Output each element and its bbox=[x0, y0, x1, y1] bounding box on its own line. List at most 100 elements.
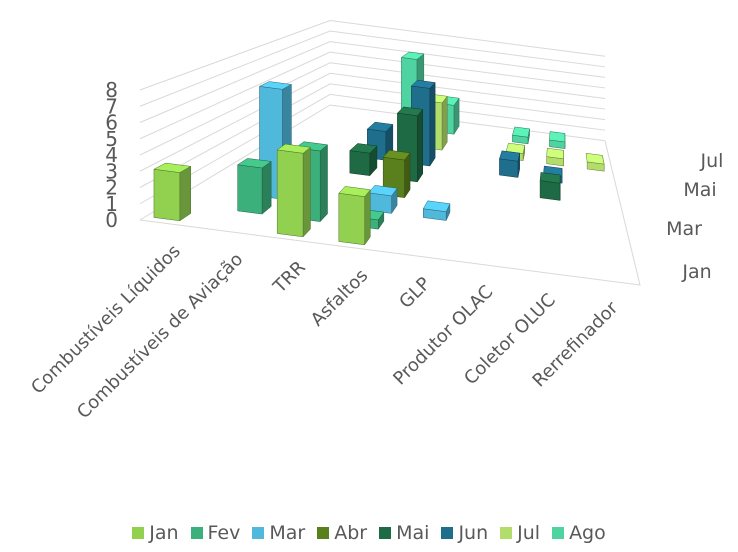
bar-front bbox=[499, 158, 519, 178]
bar-top bbox=[410, 79, 436, 89]
legend-swatch bbox=[379, 527, 392, 539]
depth-axis-label: Mai bbox=[683, 179, 716, 201]
legend-item-mai: Mai bbox=[379, 522, 429, 544]
bar-front bbox=[349, 150, 371, 176]
bar-jan-0 bbox=[153, 162, 192, 222]
bar-ago-5 bbox=[512, 126, 530, 145]
category-label: TRR bbox=[269, 257, 310, 298]
depth-axis-label: Jan bbox=[681, 261, 711, 283]
legend-item-mar: Mar bbox=[252, 522, 305, 544]
gridline bbox=[139, 104, 606, 221]
bar-ago-6 bbox=[549, 131, 566, 149]
bar-side bbox=[364, 188, 371, 246]
bar-top bbox=[400, 51, 425, 60]
legend-label: Mai bbox=[396, 522, 430, 544]
category-label: GLP bbox=[395, 273, 435, 313]
y-tick-label: 4 bbox=[105, 143, 118, 167]
y-tick-label: 8 bbox=[105, 78, 118, 102]
bar-side bbox=[404, 152, 411, 199]
legend-label: Jan bbox=[149, 522, 179, 544]
bar-top bbox=[396, 106, 424, 116]
legend-swatch bbox=[252, 527, 265, 539]
y-tick-label: 3 bbox=[105, 159, 118, 183]
legend-swatch bbox=[500, 527, 513, 539]
floor-edge bbox=[139, 140, 641, 286]
bar-top bbox=[512, 126, 530, 138]
bar-top bbox=[368, 185, 398, 197]
y-tick-label: 0 bbox=[105, 208, 118, 232]
legend-label: Mar bbox=[269, 522, 306, 544]
bar-side bbox=[302, 146, 311, 238]
legend-swatch bbox=[552, 527, 565, 539]
bar-top bbox=[549, 131, 566, 143]
bar-top bbox=[539, 172, 561, 184]
bar-top bbox=[585, 152, 605, 165]
legend-item-fev: Fev bbox=[190, 522, 241, 544]
bar-jul-7 bbox=[585, 152, 605, 172]
bar-mar-3 bbox=[368, 185, 398, 215]
legend-swatch bbox=[441, 527, 454, 539]
bar-mai-6 bbox=[539, 172, 561, 201]
bar-top bbox=[349, 143, 378, 154]
legend-swatch bbox=[317, 527, 330, 539]
bar-mar-4 bbox=[422, 200, 451, 221]
y-tick-label: 6 bbox=[105, 111, 118, 135]
bar-jun-5 bbox=[499, 150, 521, 178]
bar-top bbox=[258, 81, 293, 90]
gridline bbox=[139, 62, 606, 156]
legend-label: Fev bbox=[207, 522, 241, 544]
legend-label: Jul bbox=[517, 522, 541, 544]
gridline bbox=[139, 30, 606, 107]
gridline bbox=[139, 83, 606, 188]
bar-side bbox=[179, 165, 191, 222]
legend-item-jun: Jun bbox=[441, 522, 488, 544]
legend-swatch bbox=[190, 527, 203, 539]
bar-side bbox=[261, 160, 272, 215]
bar-top bbox=[236, 158, 272, 169]
bar-side bbox=[319, 144, 328, 223]
y-tick-label: 7 bbox=[105, 94, 118, 118]
bar-side bbox=[429, 81, 436, 167]
bar-fev-1 bbox=[236, 158, 272, 215]
bar-top bbox=[382, 149, 411, 161]
bar-top bbox=[338, 186, 371, 197]
legend-swatch bbox=[132, 527, 145, 539]
depth-axis-label: Mar bbox=[666, 218, 702, 240]
bar-side bbox=[441, 95, 448, 151]
bar-front bbox=[338, 192, 365, 246]
gridline bbox=[139, 72, 606, 172]
bar-top bbox=[153, 162, 192, 173]
bar-front bbox=[153, 168, 181, 222]
bar-mai-2 bbox=[349, 143, 378, 177]
bar-top bbox=[276, 143, 312, 154]
y-tick-label: 2 bbox=[105, 176, 118, 200]
bar-top bbox=[422, 200, 451, 212]
bar-jan-2 bbox=[276, 143, 312, 238]
legend-item-jul: Jul bbox=[500, 522, 540, 544]
bar-side bbox=[417, 108, 423, 183]
chart-legend: Jan Fev Mar Abr Mai Jun Jul Ago bbox=[0, 522, 738, 544]
legend-label: Abr bbox=[334, 522, 368, 544]
legend-label: Jun bbox=[458, 522, 489, 544]
bar-top bbox=[546, 147, 564, 160]
bar-top bbox=[366, 121, 394, 132]
bar-jan-3 bbox=[338, 186, 371, 246]
gridline bbox=[139, 93, 606, 205]
bar-front bbox=[237, 164, 263, 215]
legend-label: Ago bbox=[569, 522, 606, 544]
bar-front bbox=[368, 192, 392, 214]
bar-top bbox=[499, 150, 521, 162]
gridline bbox=[139, 19, 606, 91]
legend-item-jan: Jan bbox=[132, 522, 179, 544]
depth-axis-label: Jul bbox=[700, 150, 724, 172]
bar-front bbox=[539, 180, 561, 201]
legend-item-abr: Abr bbox=[317, 522, 367, 544]
category-label: Asfaltos bbox=[307, 265, 372, 330]
gridline bbox=[139, 51, 606, 140]
gridline bbox=[139, 41, 606, 123]
bar-front bbox=[276, 149, 304, 238]
legend-item-ago: Ago bbox=[552, 522, 606, 544]
bar-jul-6 bbox=[546, 147, 564, 167]
bar-abr-3 bbox=[382, 149, 411, 199]
